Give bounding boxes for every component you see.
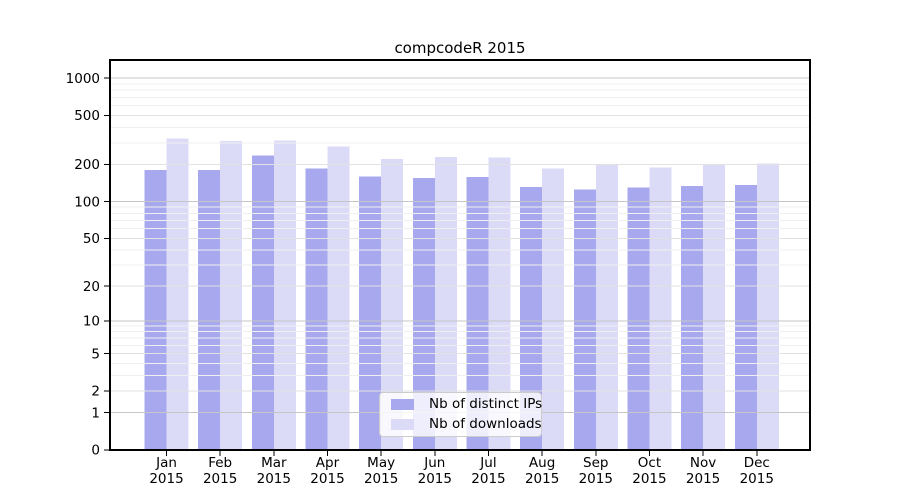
bar-distinct-ips-sep <box>573 189 596 450</box>
bar-distinct-ips-aug <box>520 186 543 450</box>
y-tick-label-200: 200 <box>74 157 100 173</box>
bar-distinct-ips-oct <box>627 187 650 450</box>
legend-item-distinct-ips: Nb of distinct IPs <box>387 396 542 413</box>
y-tick-label-10: 10 <box>83 314 100 330</box>
x-tick-label-year-mar: 2015 <box>257 471 291 487</box>
bar-distinct-ips-nov <box>681 185 704 450</box>
y-tick-label-1: 1 <box>91 405 100 421</box>
bar-downloads-jun <box>434 156 457 451</box>
bar-distinct-ips-feb <box>198 170 221 450</box>
bar-distinct-ips-jul <box>466 177 489 450</box>
x-tick-label-month-apr: Apr <box>316 455 340 471</box>
x-tick-label-year-feb: 2015 <box>203 471 237 487</box>
x-tick-label-month-feb: Feb <box>208 455 232 471</box>
legend-label-downloads: Nb of downloads <box>429 416 542 432</box>
bar-downloads-jul <box>488 157 511 451</box>
bar-downloads-nov <box>703 164 726 450</box>
chart-title: compcodeR 2015 <box>394 39 526 57</box>
x-tick-label-month-jan: Jan <box>155 455 177 471</box>
legend-item-downloads: Nb of downloads <box>387 417 542 434</box>
bar-downloads-sep <box>595 164 618 451</box>
x-tick-label-month-oct: Oct <box>638 455 661 471</box>
x-tick-label-month-dec: Dec <box>744 455 770 471</box>
bar-distinct-ips-jun <box>412 177 435 450</box>
bar-distinct-ips-dec <box>734 184 757 450</box>
x-tick-label-year-jan: 2015 <box>149 471 183 487</box>
bar-downloads-mar <box>273 140 296 450</box>
x-tick-label-year-jul: 2015 <box>471 471 505 487</box>
x-tick-label-year-dec: 2015 <box>740 471 774 487</box>
bar-downloads-apr <box>327 146 350 451</box>
bar-downloads-may <box>381 159 404 451</box>
y-tick-label-5: 5 <box>91 346 100 362</box>
x-tick-label-year-oct: 2015 <box>632 471 666 487</box>
x-tick-label-month-nov: Nov <box>690 455 716 471</box>
legend-swatch-downloads <box>391 419 414 431</box>
bar-downloads-aug <box>542 168 565 450</box>
x-tick-label-year-aug: 2015 <box>525 471 559 487</box>
bar-distinct-ips-jan <box>144 170 167 450</box>
x-tick-label-month-may: May <box>367 455 395 471</box>
bar-downloads-dec <box>756 163 779 450</box>
x-tick-label-month-mar: Mar <box>261 455 287 471</box>
x-tick-label-year-may: 2015 <box>364 471 398 487</box>
legend: Nb of distinct IPs Nb of downloads <box>379 392 542 437</box>
legend-label-distinct-ips: Nb of distinct IPs <box>429 395 543 412</box>
x-tick-label-month-sep: Sep <box>583 455 608 471</box>
y-tick-label-50: 50 <box>83 231 100 247</box>
x-tick-label-year-sep: 2015 <box>579 471 613 487</box>
x-tick-label-year-nov: 2015 <box>686 471 720 487</box>
x-tick-label-month-aug: Aug <box>529 455 555 471</box>
x-tick-label-month-jun: Jun <box>423 455 445 471</box>
plot-border <box>109 59 811 451</box>
x-tick-label-year-apr: 2015 <box>310 471 344 487</box>
bar-downloads-jan <box>166 138 189 451</box>
y-tick-label-2: 2 <box>91 384 100 400</box>
y-tick-label-0: 0 <box>91 443 100 459</box>
bar-downloads-feb <box>220 141 243 450</box>
y-tick-label-20: 20 <box>83 279 100 295</box>
x-tick-label-year-jun: 2015 <box>418 471 452 487</box>
x-tick-label-month-jul: Jul <box>479 455 496 471</box>
y-tick-label-1000: 1000 <box>66 71 100 87</box>
y-tick-label-100: 100 <box>74 194 100 210</box>
bar-distinct-ips-mar <box>251 155 274 450</box>
bar-distinct-ips-apr <box>305 168 328 450</box>
bar-downloads-oct <box>649 167 672 450</box>
legend-swatch-distinct-ips <box>391 398 414 410</box>
y-tick-label-500: 500 <box>74 108 100 124</box>
bar-distinct-ips-may <box>359 176 382 450</box>
